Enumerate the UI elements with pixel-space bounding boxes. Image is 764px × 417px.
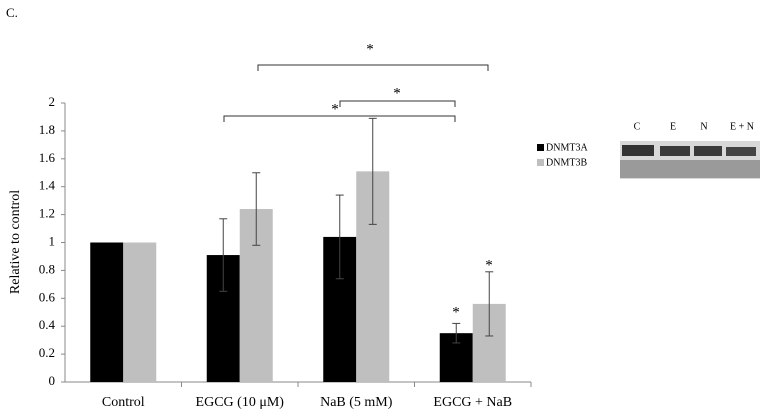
y-tick-label: 0.4 (39, 317, 56, 332)
error-bar (252, 172, 261, 246)
bar (90, 242, 124, 382)
significance-star: * (452, 304, 460, 320)
legend-label: DNMT3A (546, 142, 588, 153)
error-bar (335, 194, 344, 280)
y-tick-label: 0.2 (39, 345, 55, 360)
blot-lane-label: C (634, 121, 641, 132)
blot-lane-label: E + N (730, 121, 754, 132)
bar (123, 242, 157, 382)
y-tick-label: 1 (49, 233, 56, 248)
legend-swatch (537, 144, 544, 151)
y-tick-label: 1.6 (39, 150, 56, 165)
significance-star: * (485, 257, 493, 273)
significance-star: * (331, 101, 339, 117)
blot-lane-label: N (700, 121, 707, 132)
legend-swatch (537, 159, 544, 166)
x-tick-label: EGCG (10 μM) (196, 395, 285, 410)
y-tick-label: 1.4 (39, 178, 56, 193)
y-tick-label: 1.2 (39, 206, 55, 221)
blot (620, 141, 760, 179)
panel-label: C. (6, 5, 18, 20)
x-tick-label: Control (102, 395, 145, 410)
error-bar (452, 322, 461, 344)
error-bar (368, 117, 377, 225)
y-tick-label: 0 (49, 373, 56, 388)
blot-lane-label: E (670, 121, 676, 132)
error-bar (219, 218, 228, 292)
y-axis-title: Relative to control (8, 190, 23, 294)
x-tick-label: EGCG + NaB (433, 395, 512, 410)
y-tick-label: 1.8 (39, 122, 55, 137)
y-tick-label: 0.8 (39, 261, 55, 276)
significance-bracket (223, 115, 456, 122)
significance-star: * (393, 85, 401, 101)
significance-star: * (366, 41, 374, 57)
error-bar (485, 271, 494, 337)
significance-bracket (339, 100, 456, 107)
legend-label: DNMT3B (546, 157, 587, 168)
y-tick-label: 2 (49, 94, 56, 109)
y-tick-label: 0.6 (39, 289, 56, 304)
x-tick-label: NaB (5 mM) (320, 395, 393, 410)
significance-bracket (257, 64, 489, 71)
